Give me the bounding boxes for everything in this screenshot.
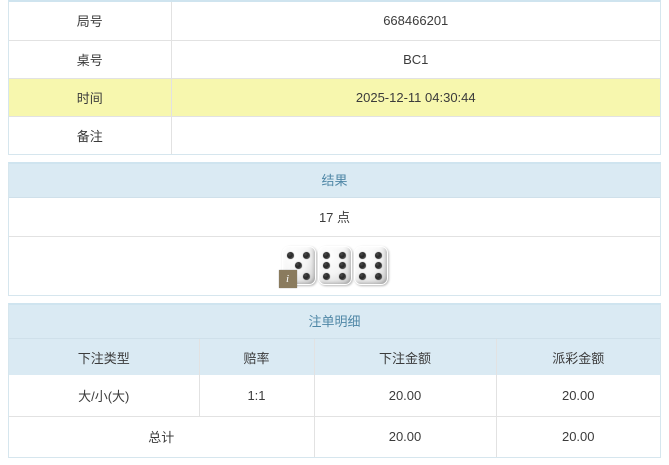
total-payout-amount: 20.00	[495, 415, 660, 457]
column-header-bet-amount: 下注金额	[313, 339, 497, 375]
die-pip	[339, 272, 346, 280]
info-label-round-id: 局号	[9, 2, 172, 41]
die-pip	[323, 272, 330, 280]
die-pip	[359, 262, 366, 270]
info-icon[interactable]: i	[278, 270, 297, 289]
die-pip	[359, 251, 366, 259]
info-value-time: 2025-12-11 04:30:44	[170, 77, 660, 117]
die-pip	[295, 262, 302, 270]
die-pip	[339, 262, 346, 270]
bet-detail-section-title: 注单明细	[9, 305, 660, 339]
bet-odds-value: 1:1	[198, 375, 315, 417]
column-header-bet-type: 下注类型	[9, 339, 200, 375]
table-total-row: 总计 20.00 20.00	[9, 415, 660, 457]
game-info-panel: 局号 668466201 桌号 BC1 时间 2025-12-11 04:30:…	[8, 0, 661, 155]
result-table: 17 点 i	[9, 198, 660, 295]
total-label: 总计	[9, 415, 315, 457]
die-pip	[375, 272, 382, 280]
bet-detail-panel: 注单明细 下注类型 赔率 下注金额 派彩金额 大/小(大) 1:1 20.00 …	[8, 303, 661, 458]
column-header-payout-amount: 派彩金额	[495, 339, 660, 375]
info-label-time: 时间	[9, 77, 172, 117]
die-pip	[303, 272, 310, 280]
bet-type-value: 大/小(大)	[9, 375, 200, 417]
die-pip	[359, 272, 366, 280]
result-dice-cell: i	[9, 235, 660, 295]
info-value-round-id: 668466201	[170, 2, 660, 41]
column-header-odds: 赔率	[198, 339, 315, 375]
die-pip	[323, 251, 330, 259]
table-header-row: 下注类型 赔率 下注金额 派彩金额	[9, 339, 660, 375]
payout-amount-value: 20.00	[495, 375, 660, 417]
die-pip	[287, 251, 294, 259]
info-label-remark: 备注	[9, 115, 172, 154]
die-1: i	[278, 246, 316, 289]
total-bet-amount: 20.00	[313, 415, 497, 457]
bet-detail-table: 下注类型 赔率 下注金额 派彩金额 大/小(大) 1:1 20.00 20.00…	[9, 339, 660, 457]
table-row: 局号 668466201	[9, 2, 660, 41]
table-row: 时间 2025-12-11 04:30:44	[9, 77, 660, 117]
bet-amount-value: 20.00	[313, 375, 497, 417]
info-value-table-id: BC1	[170, 39, 660, 79]
die-pip	[303, 251, 310, 259]
result-total-points: 17 点	[9, 198, 660, 237]
die-pip	[323, 262, 330, 270]
result-panel: 结果 17 点 i	[8, 162, 661, 296]
table-row: 17 点	[9, 198, 660, 237]
table-row: 备注	[9, 115, 660, 154]
info-value-remark	[170, 115, 660, 154]
table-row: 大/小(大) 1:1 20.00 20.00	[9, 375, 660, 417]
result-section-title: 结果	[9, 164, 660, 198]
die-pip	[375, 251, 382, 259]
die-2	[317, 246, 352, 286]
dice-group: i	[9, 246, 660, 289]
info-label-table-id: 桌号	[9, 39, 172, 79]
table-row: i	[9, 235, 660, 295]
die-pip	[375, 262, 382, 270]
die-3	[353, 246, 388, 286]
die-pip	[339, 251, 346, 259]
table-row: 桌号 BC1	[9, 39, 660, 79]
game-info-table: 局号 668466201 桌号 BC1 时间 2025-12-11 04:30:…	[9, 2, 660, 154]
